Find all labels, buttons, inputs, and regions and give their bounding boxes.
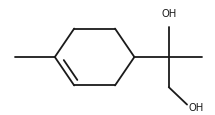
Text: OH: OH (161, 9, 176, 18)
Text: OH: OH (188, 103, 203, 112)
